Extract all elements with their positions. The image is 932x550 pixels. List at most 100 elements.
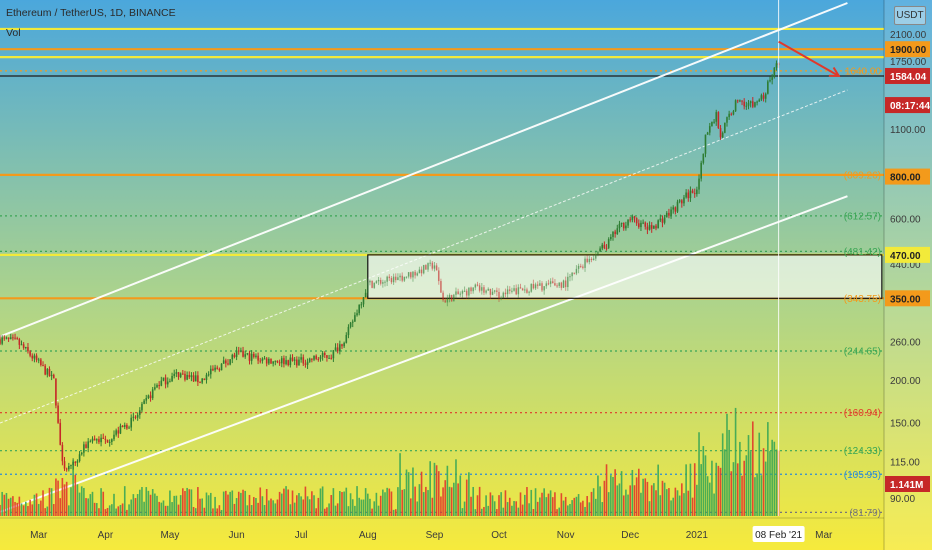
candle-body	[569, 276, 571, 278]
candle-body	[222, 360, 225, 364]
candle-body	[453, 294, 455, 302]
candle-body	[205, 374, 208, 380]
volume-bar	[394, 509, 397, 516]
candle-body	[599, 248, 601, 252]
level-labels: 1640.00 (809.26) (612.57) (481.42) (343.75) (…	[844, 66, 882, 519]
candle-body	[474, 284, 477, 288]
candle-body	[508, 289, 511, 291]
price-tag-label: 350.00	[890, 294, 921, 305]
candle-body	[685, 192, 687, 198]
candle-body	[336, 347, 339, 352]
candle-body	[554, 283, 556, 286]
volume-bar	[635, 477, 638, 516]
volume-bar	[330, 495, 333, 516]
volume-indicator-label[interactable]: Vol	[6, 27, 21, 39]
volume-bar	[405, 469, 408, 516]
range-box	[367, 254, 883, 299]
volume-bar	[732, 462, 735, 516]
candle-body	[296, 359, 298, 366]
candle-body	[440, 281, 442, 293]
candle-body	[422, 265, 425, 274]
candle-body	[762, 95, 765, 99]
volume-bar	[511, 505, 513, 516]
candle-body	[40, 359, 42, 366]
candle-body	[524, 289, 526, 291]
volume-bar	[521, 504, 524, 516]
volume-bar	[44, 508, 46, 516]
y-axis: 2100.00 1750.00 1100.00 800.00 600.00 440.00 3…	[883, 0, 932, 550]
candle-body	[693, 192, 696, 195]
candle-body	[203, 378, 206, 380]
volume-bar	[461, 508, 464, 516]
candle-body	[315, 355, 317, 359]
y-axis-panel	[884, 0, 932, 550]
volume-bar	[250, 505, 253, 516]
volume-bar	[607, 492, 610, 516]
volume-bar	[717, 465, 720, 516]
candle-body	[741, 100, 743, 102]
candle-body	[603, 244, 606, 248]
volume-bar	[693, 463, 696, 516]
candle-body	[502, 292, 505, 298]
volume-bar	[491, 495, 494, 516]
volume-bar	[622, 495, 625, 516]
candle-body	[584, 258, 586, 268]
volume-bar	[27, 506, 29, 516]
volume-bar	[311, 491, 313, 516]
candle-body	[231, 354, 234, 360]
candle-body	[670, 209, 672, 216]
volume-bar	[364, 488, 367, 516]
candle-body	[515, 288, 518, 295]
volume-bar	[205, 492, 208, 516]
volume-bar	[229, 491, 231, 516]
volume-bar	[276, 499, 279, 516]
range-box-rect	[367, 254, 883, 299]
candle-body	[459, 293, 462, 295]
candle-body	[625, 225, 627, 229]
candle-body	[461, 291, 464, 294]
volume-bar	[304, 486, 307, 516]
volume-bar	[149, 494, 152, 516]
candle-body	[330, 357, 333, 359]
candle-body	[384, 281, 386, 283]
candle-body	[130, 417, 133, 428]
candle-body	[392, 276, 395, 283]
candle-body	[177, 372, 180, 378]
candle-body	[696, 189, 698, 195]
candle-body	[78, 454, 81, 462]
volume-bar	[126, 509, 128, 516]
volume-bar	[42, 490, 44, 516]
candle-body	[306, 361, 309, 365]
volume-bar	[85, 498, 87, 516]
candle-body	[190, 375, 193, 378]
volume-bar	[758, 432, 761, 516]
volume-bar	[724, 449, 726, 516]
volume-bar	[272, 500, 274, 516]
volume-bar	[543, 488, 545, 516]
volume-bar	[192, 506, 195, 516]
volume-bar	[648, 501, 651, 516]
volume-bar	[416, 501, 419, 516]
candle-body	[504, 292, 507, 295]
volume-bar	[584, 506, 586, 516]
volume-bar	[721, 433, 724, 516]
candle-body	[227, 363, 229, 365]
candle-body	[132, 416, 135, 418]
candle-body	[218, 369, 221, 371]
volume-bar	[756, 473, 758, 516]
volume-bar	[422, 492, 425, 516]
candle-body	[543, 286, 545, 291]
candle-body	[519, 287, 522, 289]
volume-bar	[489, 492, 492, 516]
volume-bar	[113, 493, 115, 516]
candle-body	[25, 347, 27, 349]
currency-button[interactable]: USDT	[894, 6, 926, 25]
candle-body	[478, 285, 481, 291]
level-label: (244.65)	[844, 347, 881, 358]
candle-body	[437, 270, 440, 282]
volume-bar	[530, 489, 533, 516]
volume-bar	[670, 500, 672, 516]
candle-body	[410, 272, 412, 278]
y-tick-label: 260.00	[890, 338, 921, 349]
